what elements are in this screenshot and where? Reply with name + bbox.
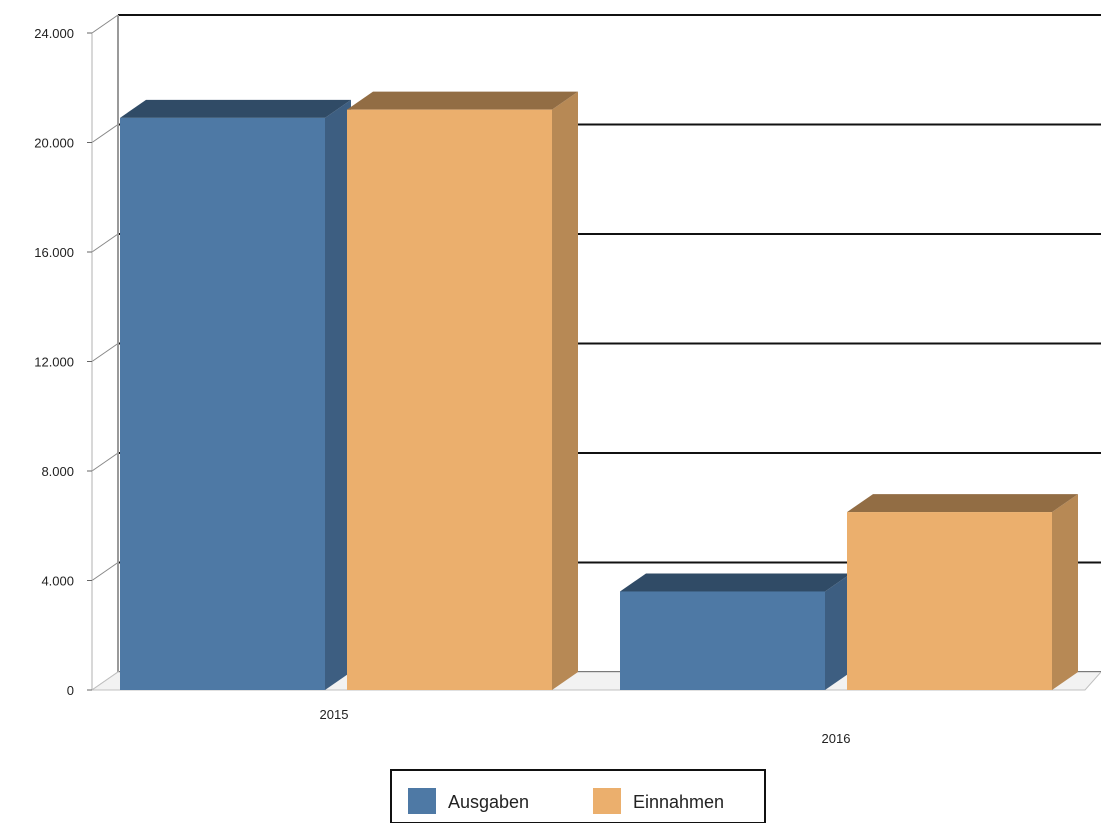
- y-tick-label: 12.000: [34, 355, 74, 370]
- bars: [120, 91, 1078, 691]
- y-tick-label: 0: [67, 683, 74, 698]
- y-tick-label: 4.000: [41, 574, 74, 589]
- gridline-depth: [91, 562, 119, 581]
- bar-top: [620, 573, 851, 592]
- legend: Ausgaben Einnahmen: [390, 769, 766, 824]
- bar-side: [552, 91, 578, 690]
- legend-swatch-ausgaben: [408, 788, 436, 814]
- bar-einnahmen-2015: [347, 109, 552, 690]
- legend-swatch-einnahmen: [593, 788, 621, 814]
- gridline-depth: [91, 124, 119, 143]
- legend-label-einnahmen: Einnahmen: [633, 792, 724, 812]
- bar-top: [120, 99, 351, 118]
- x-axis-labels: 2015 2016: [320, 707, 851, 746]
- bar-side: [825, 573, 851, 690]
- bar-side: [325, 99, 351, 691]
- bar-top: [847, 494, 1078, 513]
- y-tick-label: 20.000: [34, 136, 74, 151]
- x-tick-label: 2015: [320, 707, 349, 722]
- gridline-depth: [91, 233, 119, 253]
- legend-label-ausgaben: Ausgaben: [448, 792, 529, 812]
- y-tick-label: 16.000: [34, 245, 74, 260]
- bar-top: [347, 91, 578, 110]
- gridline-depth: [91, 14, 119, 34]
- x-tick-label: 2016: [822, 731, 851, 746]
- bar-ausgaben-2016: [620, 591, 825, 690]
- y-tick-label: 24.000: [34, 26, 74, 41]
- legend-box: [390, 769, 766, 824]
- bar-ausgaben-2015: [120, 117, 325, 691]
- bar-einnahmen-2016: [847, 512, 1052, 690]
- y-tick-label: 8.000: [41, 464, 74, 479]
- bar-side: [1052, 494, 1078, 690]
- gridline-depth: [91, 343, 119, 362]
- gridline-depth: [91, 452, 119, 472]
